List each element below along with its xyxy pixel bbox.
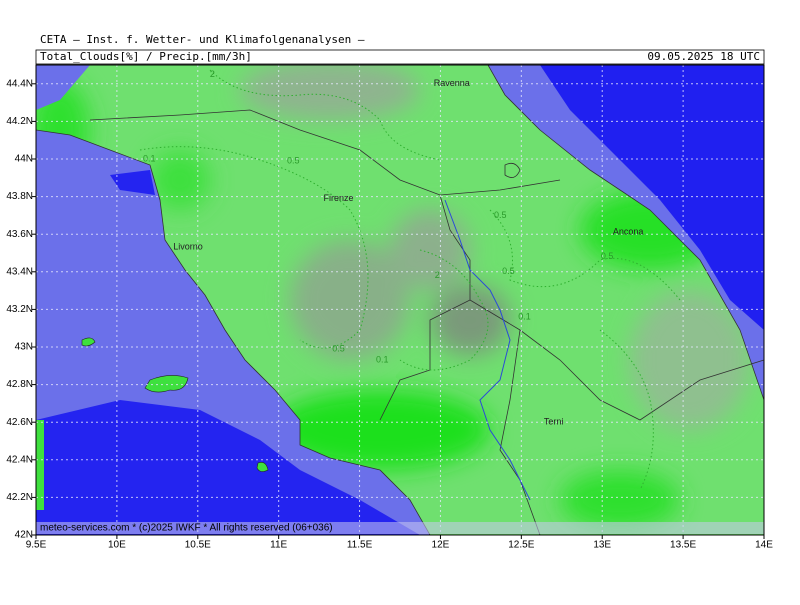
x-tick-label: 9.5E [26, 540, 47, 551]
y-tick-label: 43N [15, 342, 33, 353]
x-tick-label: 11E [270, 540, 287, 551]
x-tick-label: 12E [432, 540, 450, 551]
x-tick-label: 11.5E [347, 540, 373, 551]
y-tick-label: 44N [15, 154, 33, 165]
y-tick-label: 42.2N [6, 492, 33, 503]
footer-credit: meteo-services.com * (c)2025 IWKF * All … [40, 523, 333, 534]
footer-band [36, 522, 764, 534]
y-tick-label: 43.6N [6, 229, 33, 240]
contour-label: 0.1 [143, 153, 156, 163]
borders [36, 65, 764, 535]
x-tick-label: 13.5E [670, 540, 696, 551]
contour-label: 0.5 [494, 210, 507, 220]
map-field [36, 65, 764, 535]
contours [139, 69, 681, 491]
contour-label: 0.5 [601, 251, 614, 261]
x-tick-label: 12.5E [508, 540, 534, 551]
y-tick-label: 42N [15, 530, 33, 541]
contour-label: 0.1 [376, 355, 389, 365]
y-tick-label: 42.6N [6, 417, 33, 428]
header-box [35, 49, 765, 65]
header-title: CETA — Inst. f. Wetter- und Klimafolgena… [40, 33, 365, 46]
map-frame [35, 64, 765, 536]
y-tick-label: 43.4N [6, 266, 33, 277]
cloud-field [36, 65, 750, 530]
y-tick-label: 43.8N [6, 191, 33, 202]
sea-deep [36, 400, 420, 535]
city-label: Ancona [613, 227, 644, 237]
contour-label: 0.5 [287, 155, 300, 165]
y-tick-label: 42.8N [6, 379, 33, 390]
city-label: Terni [544, 417, 564, 427]
y-tick-label: 43.2N [6, 304, 33, 315]
x-tick-label: 13E [593, 540, 611, 551]
y-tick-label: 42.4N [6, 454, 33, 465]
contour-label: 0.1 [518, 311, 531, 321]
valid-time: 09.05.2025 18 UTC [647, 50, 760, 63]
city-label: Ravenna [434, 78, 470, 88]
contour-label: 0.5 [502, 266, 515, 276]
city-label: Firenze [324, 193, 354, 203]
variable-label: Total_Clouds[%] / Precip.[mm/3h] [40, 50, 252, 63]
x-tick-label: 14E [755, 540, 773, 551]
city-label: Livorno [173, 242, 203, 252]
map-overlay: 9.5E 10E 10.5E 11E 11.5E 12E 12.5E 13E 13.5E 14E 4… [6, 65, 773, 551]
y-tick-label: 44.2N [6, 116, 33, 127]
x-tick-label: 10E [108, 540, 126, 551]
x-tick-label: 10.5E [185, 540, 211, 551]
contour-label: 2 [435, 270, 440, 280]
contour-label: 2 [210, 69, 215, 79]
y-tick-label: 44.4N [6, 78, 33, 89]
contour-label: 0.5 [332, 343, 345, 353]
